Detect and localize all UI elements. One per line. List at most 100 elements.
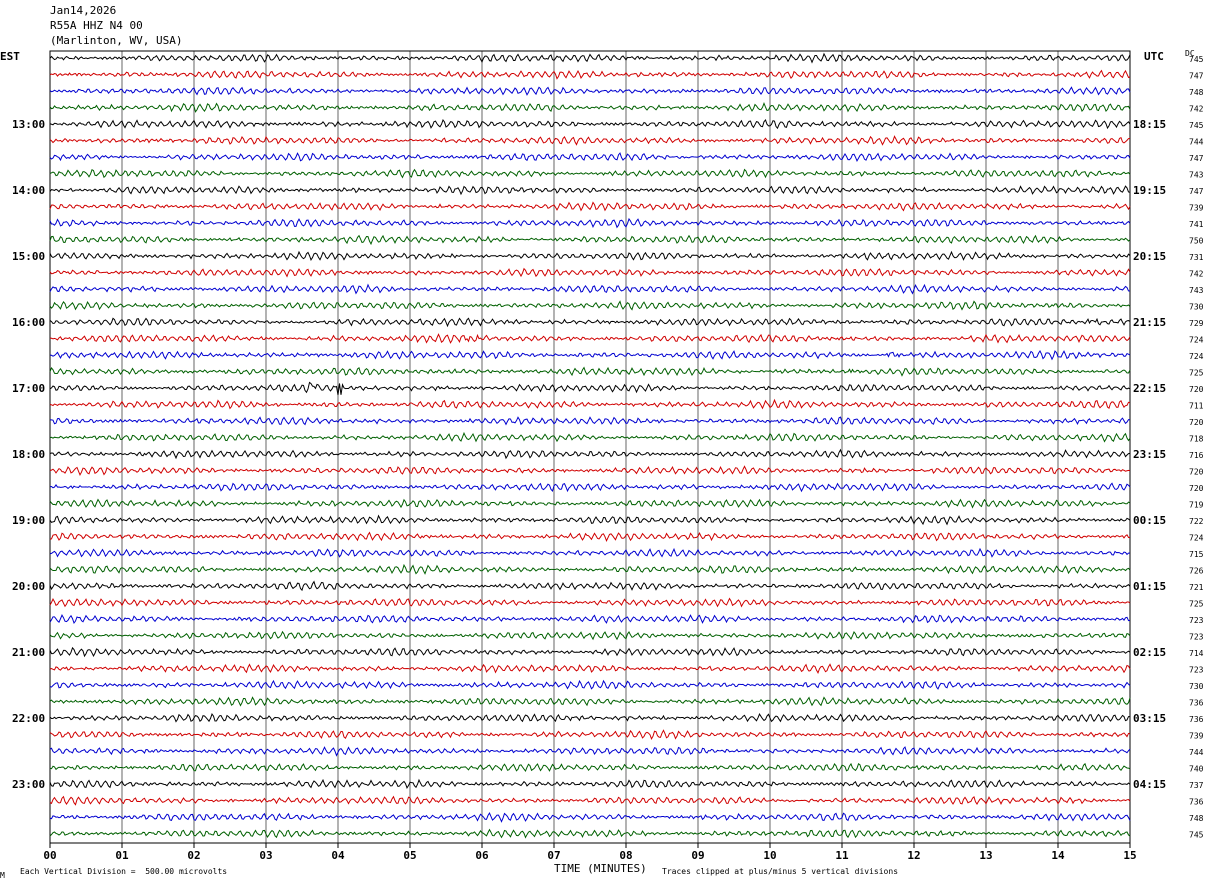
x-tick-label: 13 <box>979 849 992 862</box>
hour-labels: 13:00 14:00 15:00 16:00 17:00 18:00 19:00 20:00… <box>12 118 1166 791</box>
dc-offset-label: 723 <box>1189 616 1204 625</box>
trace-row <box>49 713 1131 723</box>
trace-row <box>49 283 1131 295</box>
trace-row <box>49 597 1131 608</box>
dc-offset-label: 719 <box>1189 501 1204 510</box>
trace-row <box>49 101 1131 113</box>
trace-row <box>49 778 1131 789</box>
trace-row <box>49 234 1131 246</box>
trace-row <box>49 498 1131 509</box>
dc-offset-label: 736 <box>1189 798 1204 807</box>
trace-row <box>49 646 1131 658</box>
header-date: Jan14,2026 <box>50 4 117 17</box>
header-station: R55A HHZ N4 00 <box>50 19 143 32</box>
dc-offset-label: 737 <box>1189 781 1204 790</box>
dc-offset-label: 747 <box>1189 72 1204 81</box>
dc-offset-label: 748 <box>1189 88 1204 97</box>
right-hour-label: 22:15 <box>1133 382 1166 395</box>
trace-row <box>49 118 1131 130</box>
trace-row <box>49 812 1131 823</box>
right-hour-label: 03:15 <box>1133 712 1166 725</box>
dc-offset-label: 742 <box>1189 270 1204 279</box>
left-zone-label: EST <box>0 50 20 63</box>
x-axis-ticks: 00 01 02 03 04 05 06 07 08 09 10 11 12 13 14 15 <box>43 843 1137 862</box>
left-hour-label: 18:00 <box>12 448 45 461</box>
x-tick-label: 09 <box>691 849 704 862</box>
left-hour-label: 16:00 <box>12 316 45 329</box>
dc-offset-label: 740 <box>1189 765 1204 774</box>
right-hour-label: 18:15 <box>1133 118 1166 131</box>
trace-row <box>49 381 1131 396</box>
trace-row <box>49 52 1131 64</box>
dc-offset-label: 741 <box>1189 220 1204 229</box>
dc-offset-label: 714 <box>1189 649 1204 658</box>
trace-row <box>49 762 1131 773</box>
dc-offset-label: 744 <box>1189 138 1204 147</box>
dc-offset-label: 720 <box>1189 385 1204 394</box>
x-tick-label: 12 <box>907 849 920 862</box>
trace-row <box>49 679 1131 690</box>
trace-row <box>49 267 1131 278</box>
scale-note: Each Vertical Division = 500.00 microvol… <box>20 867 228 876</box>
dc-offset-labels: 745 747 748 742 745 744 747 743 747 739 741 750 731 7… <box>1189 55 1204 840</box>
x-tick-label: 04 <box>331 849 345 862</box>
dc-offset-label: 715 <box>1189 550 1204 559</box>
corner-mark: M <box>0 871 5 880</box>
trace-row <box>49 333 1131 344</box>
trace-row <box>49 465 1131 476</box>
x-tick-label: 08 <box>619 849 632 862</box>
plot-frame <box>49 50 1131 844</box>
trace-row <box>49 547 1131 558</box>
dc-offset-label: 748 <box>1189 814 1204 823</box>
dc-offset-label: 724 <box>1189 534 1204 543</box>
right-hour-label: 04:15 <box>1133 778 1166 791</box>
left-hour-label: 15:00 <box>12 250 45 263</box>
x-tick-label: 05 <box>403 849 416 862</box>
x-tick-label: 00 <box>43 849 56 862</box>
x-tick-label: 01 <box>115 849 129 862</box>
dc-offset-label: 747 <box>1189 187 1204 196</box>
trace-row <box>49 416 1131 426</box>
dc-offset-label: 743 <box>1189 286 1204 295</box>
dc-offset-label: 729 <box>1189 319 1204 328</box>
dc-offset-label: 736 <box>1189 715 1204 724</box>
dc-offset-label: 716 <box>1189 451 1204 460</box>
dc-offset-label: 747 <box>1189 154 1204 163</box>
dc-offset-label: 723 <box>1189 633 1204 642</box>
x-tick-label: 11 <box>835 849 849 862</box>
trace-row <box>49 152 1131 163</box>
left-hour-label: 20:00 <box>12 580 45 593</box>
dc-offset-label: 718 <box>1189 435 1204 444</box>
dc-offset-label: 731 <box>1189 253 1204 262</box>
seismic-traces <box>49 52 1131 839</box>
trace-row <box>49 729 1131 740</box>
dc-offset-label: 721 <box>1189 583 1204 592</box>
trace-row <box>49 448 1131 460</box>
dc-offset-label: 739 <box>1189 204 1204 213</box>
minute-grid <box>121 51 1059 843</box>
dc-offset-label: 745 <box>1189 55 1204 64</box>
x-tick-label: 06 <box>475 849 489 862</box>
header-location: (Marlinton, WV, USA) <box>50 34 183 47</box>
dc-offset-label: 744 <box>1189 748 1204 757</box>
dc-offset-label: 724 <box>1189 352 1204 361</box>
dc-offset-label: 711 <box>1189 402 1204 411</box>
dc-offset-label: 726 <box>1189 567 1204 576</box>
right-hour-label: 01:15 <box>1133 580 1166 593</box>
trace-row <box>49 250 1131 262</box>
dc-offset-label: 725 <box>1189 600 1204 609</box>
dc-offset-label: 743 <box>1189 171 1204 180</box>
trace-row <box>49 531 1131 542</box>
right-hour-label: 21:15 <box>1133 316 1166 329</box>
dc-offset-label: 720 <box>1189 418 1204 427</box>
left-hour-label: 19:00 <box>12 514 45 527</box>
clip-note: Traces clipped at plus/minus 5 vertical … <box>662 867 899 876</box>
trace-row <box>49 795 1131 806</box>
trace-row <box>49 69 1131 80</box>
trace-row <box>49 350 1131 361</box>
trace-row <box>49 201 1131 212</box>
x-tick-label: 15 <box>1123 849 1136 862</box>
trace-row <box>49 431 1131 443</box>
dc-offset-label: 730 <box>1189 303 1204 312</box>
dc-offset-label: 742 <box>1189 105 1204 114</box>
